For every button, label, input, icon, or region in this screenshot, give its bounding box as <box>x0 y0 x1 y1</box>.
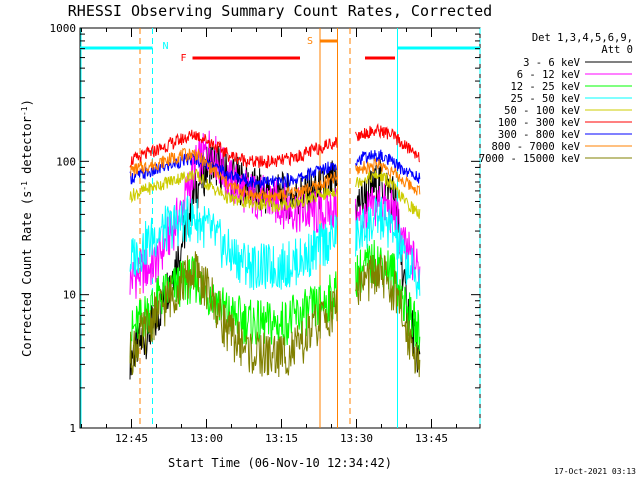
x-tick-label: 12:45 <box>115 432 148 445</box>
series-line <box>129 129 338 169</box>
x-axis: 12:45 13:00 13:15 13:30 13:45 <box>81 28 457 445</box>
legend-header-line-2: Att 0 <box>601 44 633 56</box>
series-line <box>355 122 421 163</box>
legend-entry: 300 - 800 keV <box>498 129 581 141</box>
series-line <box>355 254 421 378</box>
chart-title: RHESSI Observing Summary Count Rates, Co… <box>68 2 492 20</box>
y-axis-label-sup-2: -1 <box>20 106 29 116</box>
series-line <box>355 196 421 300</box>
legend-entry: 3 - 6 keV <box>523 57 581 69</box>
series-line <box>355 157 421 196</box>
y-axis-label-part-2: detector <box>20 116 34 181</box>
series-line <box>129 251 338 378</box>
legend-entry: 25 - 50 keV <box>510 93 580 105</box>
y-tick-label: 1000 <box>50 22 77 35</box>
series-line <box>355 149 421 184</box>
series-6 <box>129 149 421 189</box>
legend-entry: 50 - 100 keV <box>504 105 581 117</box>
x-tick-label: 13:15 <box>265 432 298 445</box>
night-marker-label: N <box>163 41 169 52</box>
series-line <box>129 195 338 291</box>
series-line <box>129 168 338 213</box>
series-5 <box>129 122 421 169</box>
series-8 <box>129 251 421 378</box>
x-tick-label: 13:00 <box>190 432 223 445</box>
x-tick-label: 13:45 <box>415 432 448 445</box>
y-axis: 1 10 100 1000 <box>50 22 480 435</box>
series-line <box>355 170 421 219</box>
plot-area: N F S <box>79 27 481 429</box>
y-tick-label: 10 <box>63 289 76 302</box>
y-axis-label: Corrected Count Rate (s-1 detector-1) <box>20 99 35 357</box>
legend-entry: 100 - 300 keV <box>498 117 581 129</box>
legend-entry: 7000 - 15000 keV <box>479 153 581 165</box>
series-line <box>129 153 338 189</box>
y-axis-label-sup-1: -1 <box>20 181 29 191</box>
legend-entry: 12 - 25 keV <box>510 81 580 93</box>
series-line <box>129 130 338 299</box>
footer-timestamp: 17-Oct-2021 03:13 <box>554 467 636 476</box>
flare-marker-label: F <box>181 53 187 64</box>
legend-entry: 800 - 7000 keV <box>491 141 580 153</box>
x-tick-label: 13:30 <box>340 432 373 445</box>
y-tick-label: 1 <box>69 422 76 435</box>
series-3 <box>129 195 421 300</box>
series-7 <box>130 147 421 203</box>
y-axis-label-part-1: Corrected Count Rate (s <box>20 191 34 357</box>
series-4 <box>129 168 421 219</box>
legend-entry: 6 - 12 keV <box>517 69 581 81</box>
saa-marker-label: S <box>307 36 313 47</box>
legend-header-line-1: Det 1,3,4,5,6,9, <box>532 32 633 44</box>
y-axis-label-part-3: ) <box>20 99 34 106</box>
series-line <box>129 256 338 358</box>
y-tick-label: 100 <box>56 155 76 168</box>
series-line <box>130 147 338 203</box>
x-axis-label: Start Time (06-Nov-10 12:34:42) <box>168 456 392 470</box>
